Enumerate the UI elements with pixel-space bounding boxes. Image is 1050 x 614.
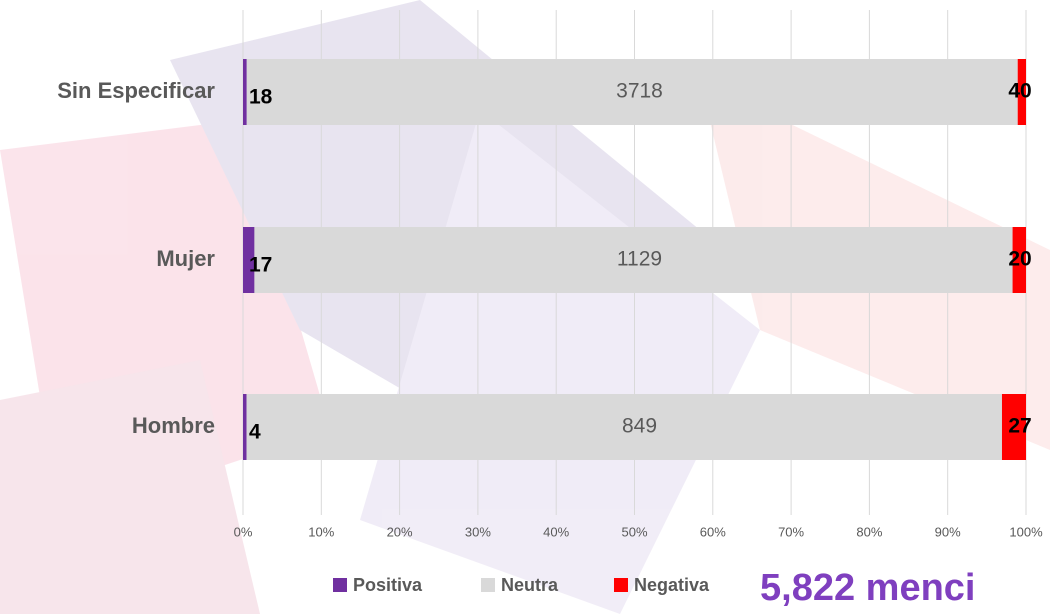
legend-label: Negativa (634, 575, 710, 595)
x-tick-label: 30% (465, 524, 491, 539)
legend-swatch (481, 578, 495, 592)
x-tick-label: 90% (935, 524, 961, 539)
x-tick-label: 0% (234, 524, 253, 539)
x-tick-label: 50% (621, 524, 647, 539)
total-mentions: 5,822 menci (760, 567, 975, 609)
x-tick-label: 100% (1009, 524, 1043, 539)
legend-label: Positiva (353, 575, 423, 595)
data-label: 849 (622, 415, 657, 438)
legend-swatch (333, 578, 347, 592)
x-tick-label: 80% (856, 524, 882, 539)
data-label: 20 (1008, 248, 1031, 271)
bar-segment (243, 59, 247, 125)
data-label: 17 (249, 254, 272, 277)
x-tick-label: 20% (387, 524, 413, 539)
x-tick-label: 60% (700, 524, 726, 539)
x-tick-label: 10% (308, 524, 334, 539)
data-label: 18 (249, 86, 273, 109)
data-label: 3718 (616, 80, 663, 103)
data-label: 27 (1008, 415, 1031, 438)
category-label: Sin Especificar (57, 78, 215, 103)
chart: 5,822 menci 0% 10% 20% 30% 40% 50% 60% 70% 80% 90… (0, 0, 1050, 614)
legend-swatch (614, 578, 628, 592)
category-label: Hombre (132, 413, 215, 438)
data-label: 1129 (617, 248, 662, 271)
x-tick-label: 70% (778, 524, 804, 539)
data-label: 4 (249, 421, 261, 444)
data-label: 40 (1008, 80, 1031, 103)
legend-label: Neutra (501, 575, 559, 595)
bar-segment (243, 394, 247, 460)
category-label: Mujer (156, 246, 215, 271)
x-tick-label: 40% (543, 524, 569, 539)
